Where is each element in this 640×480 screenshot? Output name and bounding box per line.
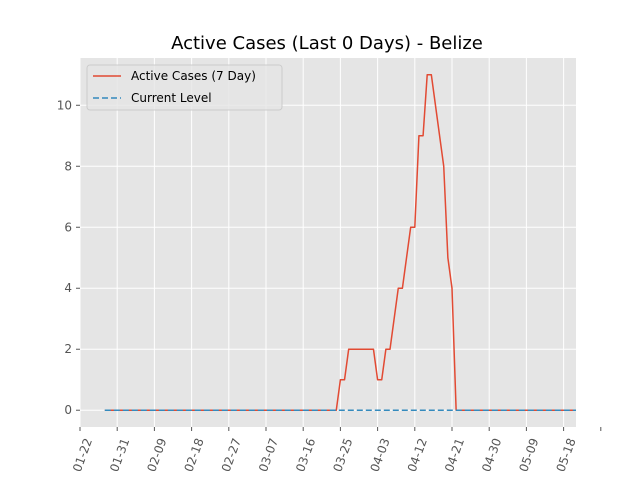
- y-tick-label: 4: [64, 281, 72, 295]
- y-tick-label: 10: [57, 98, 72, 112]
- x-axis: 01-22 01-31 02-09 02-18 02-27 03-07 03-16 03-25…: [70, 427, 602, 474]
- series-line-1: [104, 74, 576, 411]
- plot-area: [80, 58, 576, 427]
- chart-title: Active Cases (Last 0 Days) - Belize: [171, 33, 483, 54]
- y-axis: 0 2 4 6 8 10: [57, 98, 80, 417]
- series-layer: [104, 74, 576, 411]
- legend: Active Cases (7 Day) Current Level: [86, 64, 283, 111]
- y-tick-label: 0: [64, 403, 72, 417]
- legend-label-1: Active Cases (7 Day): [131, 69, 256, 83]
- y-tick-label: 2: [64, 342, 72, 356]
- y-tick-label: 6: [64, 220, 72, 234]
- legend-label-2: Current Level: [131, 91, 212, 105]
- legend-box: [86, 64, 283, 111]
- y-tick-label: 8: [64, 159, 72, 173]
